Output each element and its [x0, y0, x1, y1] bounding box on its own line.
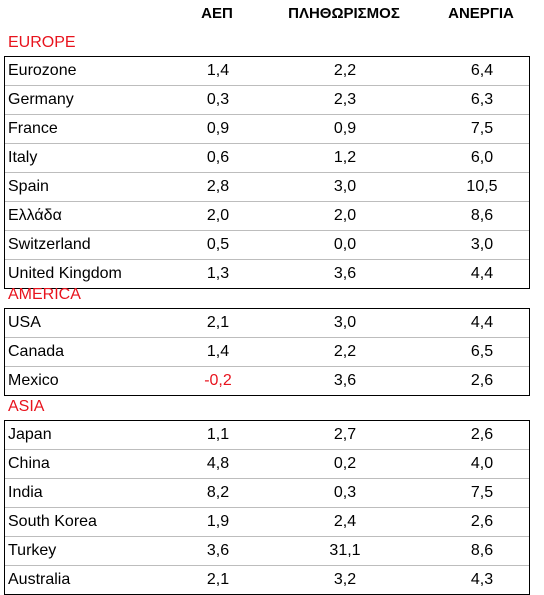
unemployment-value: 4,0: [470, 455, 494, 472]
country-name: USA: [8, 314, 41, 331]
unemployment-value: 3,0: [470, 236, 494, 253]
unemployment-value: 6,3: [470, 91, 494, 108]
gdp-value: 2,1: [206, 571, 230, 588]
table-row: Spain 2,8 3,0 10,5: [5, 172, 529, 201]
inflation-value: 2,2: [333, 62, 357, 79]
table-row: Eurozone 1,4 2,2 6,4: [5, 57, 529, 85]
table-row: China 4,8 0,2 4,0: [5, 449, 529, 478]
inflation-value: 2,3: [333, 91, 357, 108]
country-name: Canada: [8, 343, 65, 360]
unemployment-value: 2,6: [470, 513, 494, 530]
inflation-value: 31,1: [329, 542, 361, 559]
table-row: Mexico -0,2 3,6 2,6: [5, 366, 529, 395]
country-name: Turkey: [8, 542, 57, 559]
inflation-value: 2,7: [333, 426, 357, 443]
unemployment-value: 2,6: [470, 426, 494, 443]
region-label-asia: ASIA: [8, 398, 45, 415]
unemployment-value: 4,4: [470, 265, 494, 282]
header-gdp: ΑΕΠ: [201, 5, 233, 22]
unemployment-value: 6,5: [470, 343, 494, 360]
gdp-value: 0,5: [206, 236, 230, 253]
gdp-value: 2,8: [206, 178, 230, 195]
table-row: Japan 1,1 2,7 2,6: [5, 421, 529, 449]
inflation-value: 0,3: [333, 484, 357, 501]
unemployment-value: 7,5: [470, 484, 494, 501]
country-name: Mexico: [8, 372, 59, 389]
country-name: Germany: [8, 91, 74, 108]
unemployment-value: 4,4: [470, 314, 494, 331]
table-row: Canada 1,4 2,2 6,5: [5, 337, 529, 366]
gdp-value: 2,0: [206, 207, 230, 224]
gdp-value: 1,4: [206, 343, 230, 360]
region-table-america: USA 2,1 3,0 4,4 Canada 1,4 2,2 6,5 Mexico -0,2 3,6…: [4, 308, 530, 396]
table-row: Turkey 3,6 31,1 8,6: [5, 536, 529, 565]
gdp-value: -0,2: [204, 372, 232, 389]
country-name: India: [8, 484, 43, 501]
inflation-value: 3,2: [333, 571, 357, 588]
gdp-value: 2,1: [206, 314, 230, 331]
inflation-value: 2,4: [333, 513, 357, 530]
table-row: Italy 0,6 1,2 6,0: [5, 143, 529, 172]
unemployment-value: 10,5: [466, 178, 498, 195]
gdp-value: 0,3: [206, 91, 230, 108]
table-row: Australia 2,1 3,2 4,3: [5, 565, 529, 594]
gdp-value: 1,3: [206, 265, 230, 282]
header-inflation: ΠΛΗΘΩΡΙΣΜΟΣ: [288, 5, 400, 22]
gdp-value: 4,8: [206, 455, 230, 472]
table-row: India 8,2 0,3 7,5: [5, 478, 529, 507]
country-name: Spain: [8, 178, 49, 195]
country-name: Switzerland: [8, 236, 91, 253]
inflation-value: 2,2: [333, 343, 357, 360]
inflation-value: 3,6: [333, 265, 357, 282]
table-row: Germany 0,3 2,3 6,3: [5, 85, 529, 114]
country-name: Australia: [8, 571, 71, 588]
country-name: Ελλάδα: [8, 207, 62, 224]
country-name: France: [8, 120, 58, 137]
table-row: United Kingdom 1,3 3,6 4,4: [5, 259, 529, 288]
inflation-value: 3,6: [333, 372, 357, 389]
country-name: Italy: [8, 149, 38, 166]
region-table-asia: Japan 1,1 2,7 2,6 China 4,8 0,2 4,0 India 8,2 0,3 7…: [4, 420, 530, 595]
country-name: South Korea: [8, 513, 97, 530]
table-row: Ελλάδα 2,0 2,0 8,6: [5, 201, 529, 230]
unemployment-value: 8,6: [470, 542, 494, 559]
inflation-value: 3,0: [333, 178, 357, 195]
gdp-value: 1,9: [206, 513, 230, 530]
inflation-value: 0,2: [333, 455, 357, 472]
gdp-value: 8,2: [206, 484, 230, 501]
gdp-value: 0,9: [206, 120, 230, 137]
gdp-value: 3,6: [206, 542, 230, 559]
region-label-america: AMERICA: [8, 286, 81, 303]
inflation-value: 2,0: [333, 207, 357, 224]
header-unemployment: ΑΝΕΡΓΙΑ: [448, 5, 514, 22]
table-row: France 0,9 0,9 7,5: [5, 114, 529, 143]
region-table-europe: Eurozone 1,4 2,2 6,4 Germany 0,3 2,3 6,3 France 0…: [4, 56, 530, 289]
country-name: Japan: [8, 426, 52, 443]
country-name: China: [8, 455, 50, 472]
country-name: Eurozone: [8, 62, 77, 79]
unemployment-value: 2,6: [470, 372, 494, 389]
inflation-value: 0,9: [333, 120, 357, 137]
unemployment-value: 8,6: [470, 207, 494, 224]
gdp-value: 0,6: [206, 149, 230, 166]
gdp-value: 1,1: [206, 426, 230, 443]
table-row: USA 2,1 3,0 4,4: [5, 309, 529, 337]
inflation-value: 1,2: [333, 149, 357, 166]
country-name: United Kingdom: [8, 265, 122, 282]
table-row: South Korea 1,9 2,4 2,6: [5, 507, 529, 536]
inflation-value: 3,0: [333, 314, 357, 331]
unemployment-value: 4,3: [470, 571, 494, 588]
unemployment-value: 7,5: [470, 120, 494, 137]
unemployment-value: 6,0: [470, 149, 494, 166]
unemployment-value: 6,4: [470, 62, 494, 79]
gdp-value: 1,4: [206, 62, 230, 79]
inflation-value: 0,0: [333, 236, 357, 253]
table-row: Switzerland 0,5 0,0 3,0: [5, 230, 529, 259]
region-label-europe: EUROPE: [8, 34, 76, 51]
